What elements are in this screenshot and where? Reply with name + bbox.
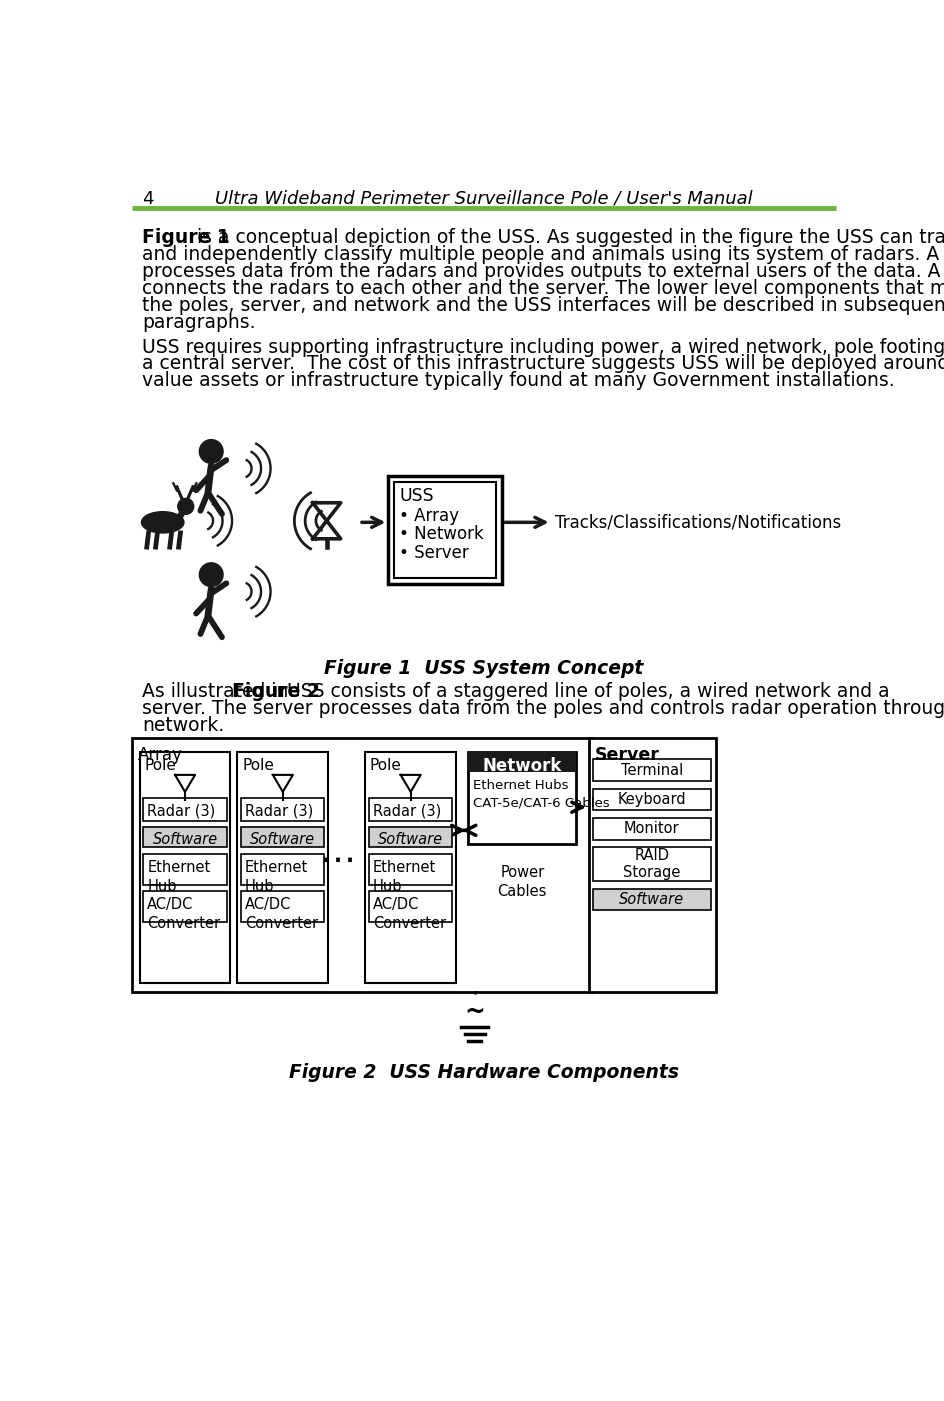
Bar [588,738,716,992]
Text: paragraphs.: paragraphs. [142,312,256,332]
Text: Array: Array [138,745,183,764]
Text: Tracks/Classifications/Notifications: Tracks/Classifications/Notifications [555,513,842,531]
Circle shape [199,440,223,464]
Polygon shape [400,775,421,792]
Text: USS consists of a staggered line of poles, a wired network and a: USS consists of a staggered line of pole… [280,682,889,702]
Text: processes data from the radars and provides outputs to external users of the dat: processes data from the radars and provi… [142,262,944,282]
Polygon shape [312,503,341,521]
Text: Software: Software [153,832,218,846]
Bar [143,827,227,848]
Polygon shape [175,775,195,792]
Text: Pole: Pole [242,758,274,773]
Text: AC/DC
Converter: AC/DC Converter [373,897,447,930]
Text: AC/DC
Converter: AC/DC Converter [245,897,318,930]
Text: • Server: • Server [399,544,469,562]
Bar [395,482,497,577]
Text: a central server.  The cost of this infrastructure suggests USS will be deployed: a central server. The cost of this infra… [142,354,944,374]
Text: Ethernet
Hub: Ethernet Hub [373,860,436,894]
Text: Network: Network [482,757,562,775]
Bar [140,752,230,982]
Text: Radar (3): Radar (3) [245,803,313,818]
Bar [593,818,711,839]
Text: value assets or infrastructure typically found at many Government installations.: value assets or infrastructure typically… [142,371,895,391]
Circle shape [177,499,194,514]
Text: Ethernet Hubs
CAT-5e/CAT-6 Cables: Ethernet Hubs CAT-5e/CAT-6 Cables [473,779,610,810]
Bar [365,752,456,982]
Text: the poles, server, and network and the USS interfaces will be described in subse: the poles, server, and network and the U… [142,296,944,315]
Bar [593,848,711,881]
Bar [593,789,711,810]
Text: Ultra Wideband Perimeter Surveillance Pole / User's Manual: Ultra Wideband Perimeter Surveillance Po… [215,189,752,207]
Bar [468,752,576,772]
Text: Radar (3): Radar (3) [373,803,441,818]
Text: Figure 2  USS Hardware Components: Figure 2 USS Hardware Components [289,1063,679,1082]
Text: USS requires supporting infrastructure including power, a wired network, pole fo: USS requires supporting infrastructure i… [142,338,944,356]
Bar [132,738,593,992]
Polygon shape [273,775,293,792]
Bar [593,888,711,911]
Text: RAID
Storage: RAID Storage [623,848,681,880]
Text: Pole: Pole [144,758,177,773]
Circle shape [459,996,490,1027]
Text: Software: Software [250,832,315,846]
Bar [468,752,576,845]
Text: server. The server processes data from the poles and controls radar operation th: server. The server processes data from t… [142,699,944,719]
Text: • Array: • Array [399,507,459,525]
Text: and independently classify multiple people and animals using its system of radar: and independently classify multiple peop… [142,245,944,265]
Text: is a conceptual depiction of the USS. As suggested in the figure the USS can tra: is a conceptual depiction of the USS. As… [192,228,944,247]
Text: Monitor: Monitor [624,821,680,836]
Bar [242,827,325,848]
Bar [143,891,227,922]
Ellipse shape [142,511,184,532]
Polygon shape [312,521,341,539]
Text: ⋯: ⋯ [320,845,356,878]
Text: Figure 1  USS System Concept: Figure 1 USS System Concept [324,660,644,678]
Bar [388,476,502,584]
Text: Figure 1: Figure 1 [142,228,229,247]
Text: Ethernet
Hub: Ethernet Hub [147,860,211,894]
Text: Software: Software [619,892,684,906]
Bar [593,759,711,780]
Bar [242,855,325,885]
Bar [369,891,452,922]
Bar [369,827,452,848]
Bar [237,752,329,982]
Text: Ethernet
Hub: Ethernet Hub [245,860,309,894]
Text: USS: USS [399,488,433,504]
Text: Figure 2: Figure 2 [232,682,320,702]
Text: Server: Server [595,745,660,764]
Text: connects the radars to each other and the server. The lower level components tha: connects the radars to each other and th… [142,279,944,298]
Bar [143,799,227,821]
Text: Software: Software [379,832,444,846]
Text: Radar (3): Radar (3) [147,803,215,818]
Bar [242,891,325,922]
Text: Keyboard: Keyboard [617,792,686,807]
Text: ~: ~ [464,1000,485,1024]
Text: 4: 4 [142,189,154,207]
Text: Terminal: Terminal [620,762,683,778]
Text: AC/DC
Converter: AC/DC Converter [147,897,221,930]
Circle shape [199,563,223,587]
Text: • Network: • Network [399,525,484,544]
Bar [242,799,325,821]
Text: network.: network. [142,716,224,736]
Text: Pole: Pole [370,758,402,773]
Bar [369,799,452,821]
Text: As illustrated in: As illustrated in [142,682,295,702]
Bar [143,855,227,885]
Text: Power
Cables: Power Cables [497,864,547,898]
Bar [369,855,452,885]
